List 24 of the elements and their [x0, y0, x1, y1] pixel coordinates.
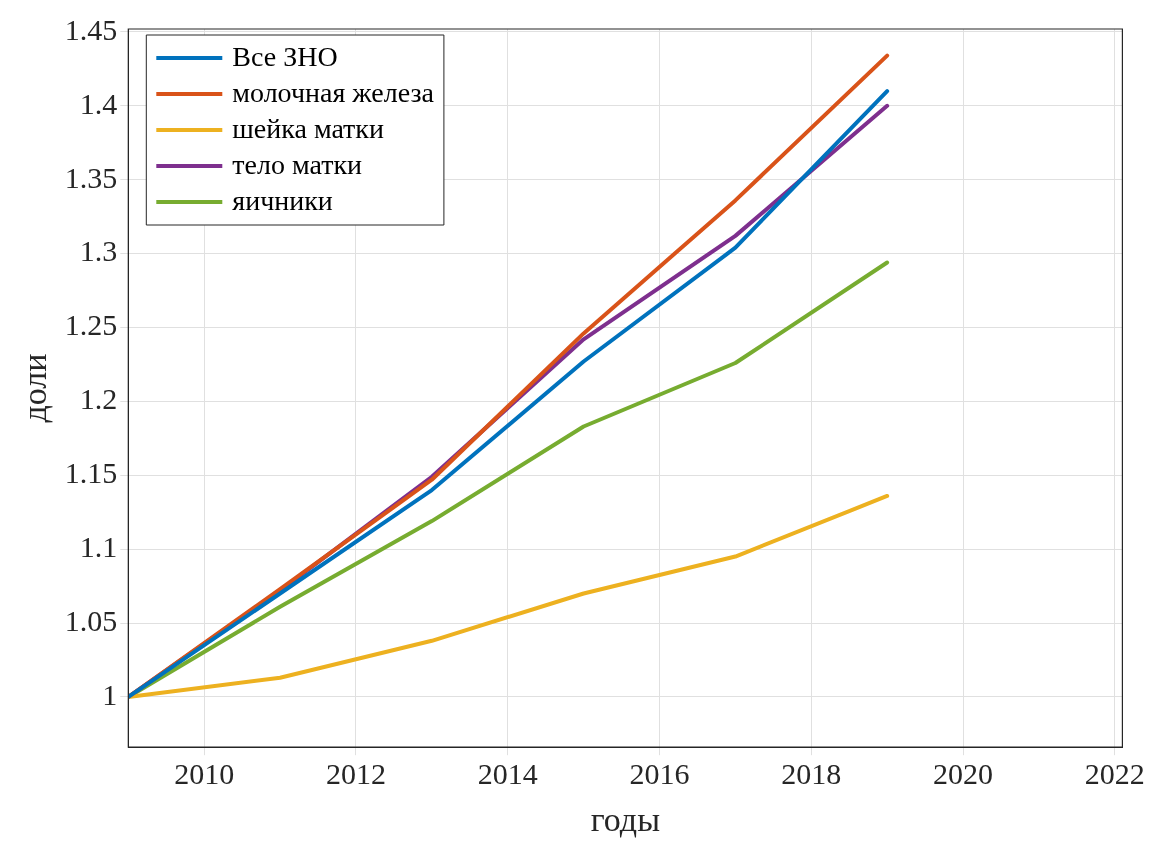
legend-label: молочная железа: [232, 77, 435, 109]
x-tick-label: 2022: [1084, 757, 1145, 791]
y-tick-label: 1.45: [64, 12, 118, 46]
legend-label: тело матки: [232, 149, 363, 181]
y-tick-label: 1.35: [64, 160, 118, 194]
x-tick-label: 2020: [933, 757, 994, 791]
x-axis-title: годы: [590, 800, 661, 838]
y-tick-label: 1.2: [79, 382, 118, 416]
x-tick-label: 2012: [325, 757, 386, 791]
x-tick-label: 2016: [629, 757, 690, 791]
y-tick-label: 1.1: [79, 530, 118, 564]
legend-label: Все ЗНО: [232, 41, 338, 73]
x-tick-label: 2014: [477, 757, 538, 791]
x-tick-label: 2018: [781, 757, 842, 791]
y-tick-label: 1: [102, 677, 118, 711]
y-tick-label: 1.05: [64, 603, 118, 637]
y-tick-label: 1.4: [79, 86, 118, 120]
x-tick-label: 2010: [174, 757, 235, 791]
legend-label: яичники: [232, 185, 333, 217]
y-tick-label: 1.15: [64, 456, 118, 490]
y-tick-label: 1.3: [79, 234, 118, 268]
y-tick-label: 1.25: [64, 308, 118, 342]
legend-label: шейка матки: [232, 113, 384, 145]
y-axis-title: доли: [16, 353, 54, 423]
